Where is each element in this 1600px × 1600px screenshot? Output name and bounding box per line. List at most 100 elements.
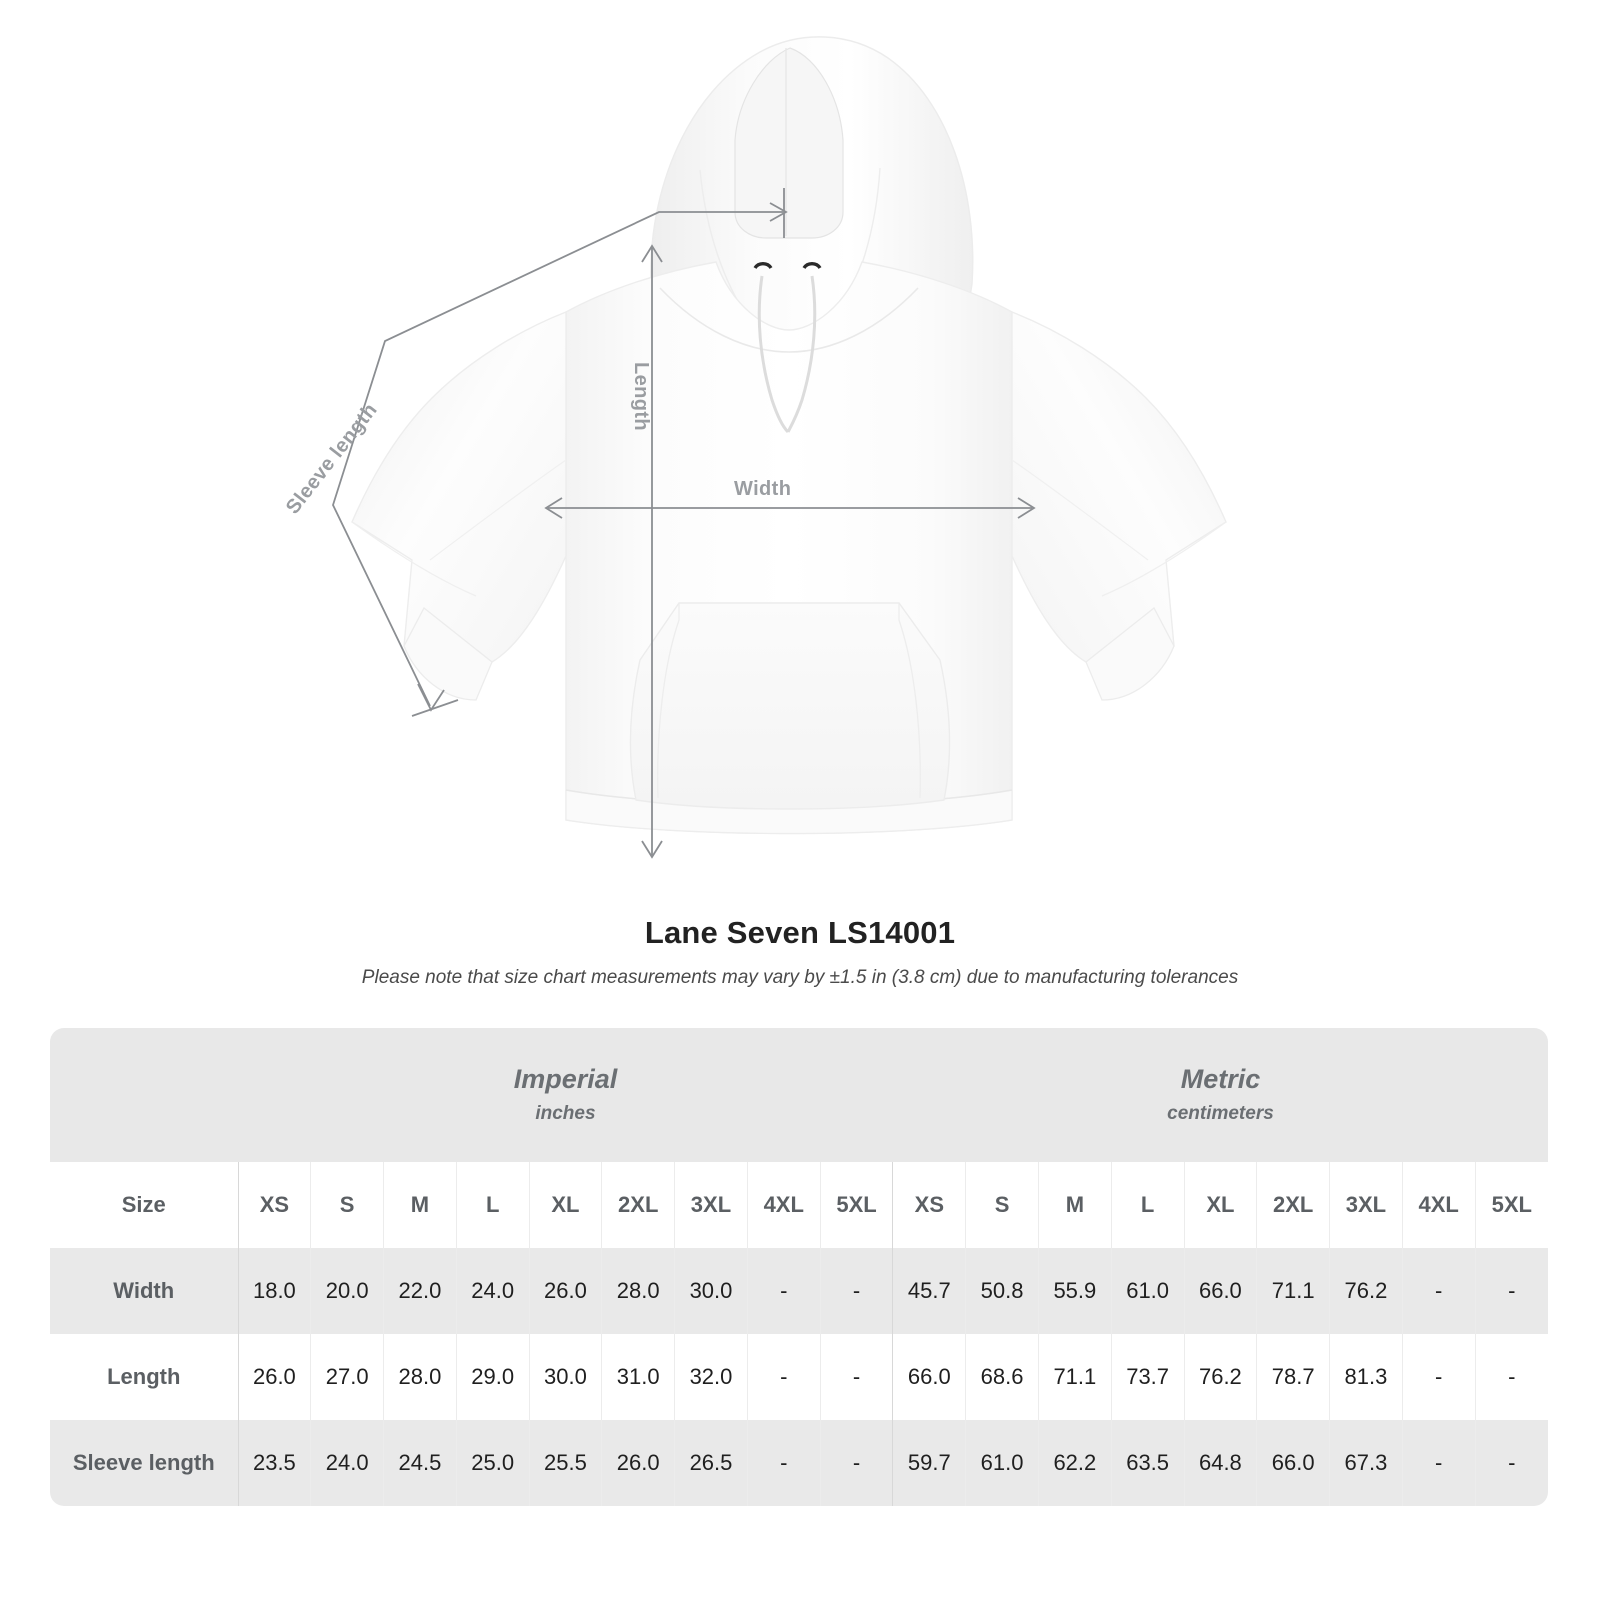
cell-sleeve-length-metric-3xl: 67.3 xyxy=(1329,1420,1403,1506)
cell-width-metric-xs: 45.7 xyxy=(892,1248,966,1334)
hoodie-drawing xyxy=(332,36,1227,859)
title-block: Lane Seven LS14001 Please note that size… xyxy=(0,915,1600,989)
size-header-imperial-xl: XL xyxy=(528,1162,602,1248)
cell-sleeve-length-metric-5xl: - xyxy=(1474,1420,1548,1506)
size-header-imperial-3xl: 3XL xyxy=(674,1162,748,1248)
size-chart-table: Imperial inches Metric centimeters Size X… xyxy=(50,1028,1548,1506)
size-header-imperial-l: L xyxy=(455,1162,530,1248)
cell-width-metric-3xl: 76.2 xyxy=(1329,1248,1403,1334)
size-header-imperial-2xl: 2XL xyxy=(601,1162,675,1248)
cell-width-imperial-xl: 26.0 xyxy=(528,1248,602,1334)
cell-length-imperial-3xl: 32.0 xyxy=(674,1334,748,1420)
size-header-metric-2xl: 2XL xyxy=(1256,1162,1330,1248)
size-header-metric-5xl: 5XL xyxy=(1474,1162,1548,1248)
size-table-body: Width 18.0 20.0 22.0 24.0 26.0 28.0 30.0- -45.7 5… xyxy=(50,1248,1548,1506)
cell-width-imperial-3xl: 30.0 xyxy=(674,1248,748,1334)
kangaroo-pocket xyxy=(629,602,951,810)
cell-width-metric-l: 61.0 xyxy=(1110,1248,1184,1334)
garment-illustration: Width Length Sleeve length xyxy=(282,36,1227,859)
cell-length-metric-4xl: - xyxy=(1401,1334,1476,1420)
cell-length-imperial-xl: 30.0 xyxy=(528,1334,602,1420)
cell-width-metric-2xl: 71.1 xyxy=(1256,1248,1330,1334)
length-measure-arrow xyxy=(641,244,663,859)
size-header-imperial-m: M xyxy=(383,1162,457,1248)
unit-header-row: Imperial inches Metric centimeters xyxy=(50,1028,1548,1162)
length-annotation-label: Length xyxy=(630,362,652,432)
cell-sleeve-length-metric-2xl: 66.0 xyxy=(1256,1420,1330,1506)
cell-length-metric-xl: 76.2 xyxy=(1183,1334,1257,1420)
cell-width-imperial-2xl: 28.0 xyxy=(601,1248,675,1334)
cell-sleeve-length-metric-s: 61.0 xyxy=(965,1420,1039,1506)
size-column-header: Size xyxy=(50,1162,238,1248)
cell-width-metric-5xl: - xyxy=(1474,1248,1548,1334)
cell-length-imperial-2xl: 31.0 xyxy=(601,1334,675,1420)
cell-sleeve-length-imperial-3xl: 26.5 xyxy=(674,1420,748,1506)
left-sleeve xyxy=(351,310,567,701)
table-row: Sleeve length 23.5 24.0 24.5 25.0 25.5 26.0 26.… xyxy=(50,1420,1548,1506)
cell-length-metric-s: 68.6 xyxy=(965,1334,1039,1420)
unit-imperial-name: Imperial xyxy=(513,1063,618,1094)
width-measure-arrow xyxy=(544,497,1036,519)
row-label-width: Width xyxy=(50,1248,238,1334)
cell-length-imperial-xs: 26.0 xyxy=(237,1334,311,1420)
cell-width-imperial-4xl: - xyxy=(746,1248,821,1334)
right-sleeve xyxy=(1011,310,1227,701)
cell-width-imperial-m: 22.0 xyxy=(383,1248,457,1334)
drawstrings xyxy=(753,261,822,434)
cell-sleeve-length-imperial-4xl: - xyxy=(746,1420,821,1506)
size-header-imperial-5xl: 5XL xyxy=(819,1162,893,1248)
cell-sleeve-length-imperial-xs: 23.5 xyxy=(237,1420,311,1506)
unit-metric-name: Metric xyxy=(1180,1063,1261,1094)
measurement-lines xyxy=(332,188,1036,859)
cell-length-metric-3xl: 81.3 xyxy=(1329,1334,1403,1420)
size-header-metric-xs: XS xyxy=(892,1162,966,1248)
row-label-sleeve-length: Sleeve length xyxy=(50,1420,238,1506)
cell-sleeve-length-imperial-5xl: - xyxy=(819,1420,893,1506)
cell-length-imperial-4xl: - xyxy=(746,1334,821,1420)
cell-width-imperial-5xl: - xyxy=(819,1248,893,1334)
cell-sleeve-length-metric-l: 63.5 xyxy=(1110,1420,1184,1506)
sleeve-length-measure-arrow xyxy=(332,188,788,717)
cell-sleeve-length-metric-xl: 64.8 xyxy=(1183,1420,1257,1506)
size-header-row: Size XS S M L XL 2XL 3XL 4XL 5XL XS S M L XL 2XL 3XL 4XL 5… xyxy=(50,1162,1548,1248)
cell-length-metric-l: 73.7 xyxy=(1110,1334,1184,1420)
cell-sleeve-length-imperial-m: 24.5 xyxy=(383,1420,457,1506)
size-header-imperial-xs: XS xyxy=(237,1162,311,1248)
grommet-left-icon xyxy=(753,261,773,270)
unit-metric-sub: centimeters xyxy=(1167,1103,1274,1125)
grommet-right-icon xyxy=(802,261,822,270)
size-header-metric-xl: XL xyxy=(1183,1162,1257,1248)
cell-width-metric-m: 55.9 xyxy=(1037,1248,1112,1334)
cell-width-metric-xl: 66.0 xyxy=(1183,1248,1257,1334)
width-annotation-label: Width xyxy=(734,478,792,500)
size-header-metric-s: S xyxy=(965,1162,1039,1248)
cell-sleeve-length-metric-xs: 59.7 xyxy=(892,1420,966,1506)
unit-header-spacer xyxy=(50,1028,238,1162)
cell-sleeve-length-metric-m: 62.2 xyxy=(1037,1420,1112,1506)
size-header-metric-m: M xyxy=(1037,1162,1112,1248)
size-header-imperial-s: S xyxy=(310,1162,384,1248)
cell-width-imperial-s: 20.0 xyxy=(310,1248,384,1334)
cell-sleeve-length-imperial-2xl: 26.0 xyxy=(601,1420,675,1506)
cell-width-imperial-xs: 18.0 xyxy=(237,1248,311,1334)
row-label-length: Length xyxy=(50,1334,238,1420)
cell-sleeve-length-metric-4xl: - xyxy=(1401,1420,1476,1506)
cell-sleeve-length-imperial-s: 24.0 xyxy=(310,1420,384,1506)
cell-width-imperial-l: 24.0 xyxy=(455,1248,530,1334)
cell-width-metric-4xl: - xyxy=(1401,1248,1476,1334)
table-row: Width 18.0 20.0 22.0 24.0 26.0 28.0 30.0- -45.7 5… xyxy=(50,1248,1548,1334)
size-header-metric-l: L xyxy=(1110,1162,1184,1248)
cell-sleeve-length-imperial-l: 25.0 xyxy=(455,1420,530,1506)
cell-length-metric-2xl: 78.7 xyxy=(1256,1334,1330,1420)
cell-length-metric-m: 71.1 xyxy=(1037,1334,1112,1420)
unit-header-imperial: Imperial inches xyxy=(238,1028,893,1162)
cell-length-metric-xs: 66.0 xyxy=(892,1334,966,1420)
cell-width-metric-s: 50.8 xyxy=(965,1248,1039,1334)
unit-imperial-sub: inches xyxy=(535,1103,596,1125)
cell-length-imperial-5xl: - xyxy=(819,1334,893,1420)
cell-length-imperial-s: 27.0 xyxy=(310,1334,384,1420)
size-header-metric-3xl: 3XL xyxy=(1329,1162,1403,1248)
size-header-metric-4xl: 4XL xyxy=(1401,1162,1476,1248)
size-header-imperial-4xl: 4XL xyxy=(746,1162,821,1248)
tolerance-note: Please note that size chart measurements… xyxy=(361,967,1239,988)
